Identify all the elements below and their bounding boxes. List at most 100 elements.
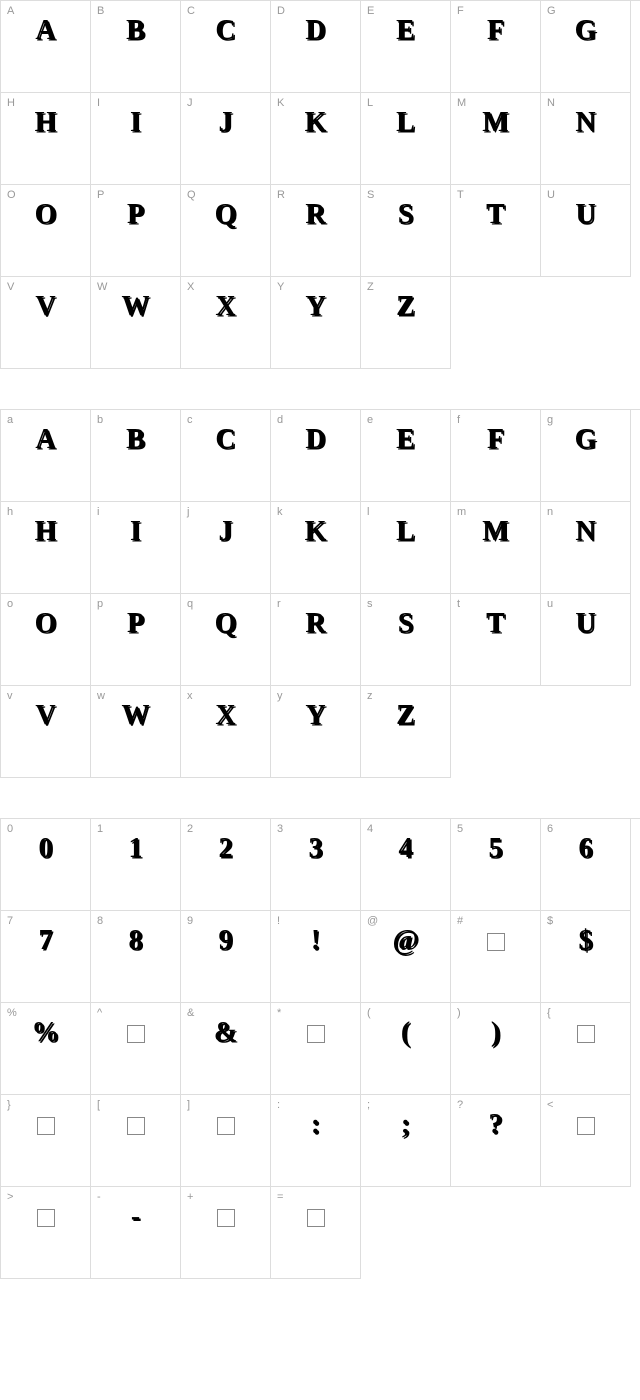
glyph-display: K xyxy=(305,107,327,139)
cell-label: U xyxy=(547,189,555,201)
glyph-display: I xyxy=(130,107,141,139)
glyph-cell: bB xyxy=(91,410,181,502)
glyph-cell: # xyxy=(451,911,541,1003)
cell-label: s xyxy=(367,598,373,610)
glyph-placeholder xyxy=(577,1025,595,1043)
glyph-display: E xyxy=(396,424,415,456)
cell-label: 6 xyxy=(547,823,553,835)
glyph-cell: 11 xyxy=(91,819,181,911)
glyph-cell: WW xyxy=(91,277,181,369)
cell-label: 4 xyxy=(367,823,373,835)
glyph-cell: OO xyxy=(1,185,91,277)
glyph-grid: AABBCCDDEEFFGGHHIIJJKKLLMMNNOOPPQQRRSSTT… xyxy=(0,0,640,369)
glyph-cell: * xyxy=(271,1003,361,1095)
glyph-display: Y xyxy=(305,700,325,732)
cell-label: 3 xyxy=(277,823,283,835)
glyph-cell: tT xyxy=(451,594,541,686)
cell-label: 1 xyxy=(97,823,103,835)
glyph-display: Q xyxy=(215,199,237,231)
glyph-cell: } xyxy=(1,1095,91,1187)
glyph-display: S xyxy=(398,199,414,231)
cell-label: q xyxy=(187,598,193,610)
cell-label: L xyxy=(367,97,373,109)
glyph-cell: NN xyxy=(541,93,631,185)
glyph-display: O xyxy=(35,199,57,231)
font-character-map: AABBCCDDEEFFGGHHIIJJKKLLMMNNOOPPQQRRSSTT… xyxy=(0,0,640,1279)
glyph-cell: fF xyxy=(451,410,541,502)
glyph-display: J xyxy=(219,107,233,139)
glyph-display: ( xyxy=(401,1017,410,1049)
glyph-cell: 55 xyxy=(451,819,541,911)
glyph-grid: aAbBcCdDeEfFgGhHiIjJkKlLmMnNoOpPqQrRsStT… xyxy=(0,409,640,778)
cell-label: S xyxy=(367,189,374,201)
cell-label: t xyxy=(457,598,460,610)
glyph-display: D xyxy=(305,15,325,47)
empty-cell xyxy=(451,686,541,778)
cell-label: w xyxy=(97,690,105,702)
cell-label: k xyxy=(277,506,283,518)
cell-label: [ xyxy=(97,1099,100,1111)
cell-label: D xyxy=(277,5,285,17)
glyph-cell: ] xyxy=(181,1095,271,1187)
cell-label: G xyxy=(547,5,556,17)
cell-label: I xyxy=(97,97,100,109)
cell-label: p xyxy=(97,598,103,610)
empty-cell xyxy=(541,686,631,778)
glyph-cell: 99 xyxy=(181,911,271,1003)
section-lowercase: aAbBcCdDeEfFgGhHiIjJkKlLmMnNoOpPqQrRsStT… xyxy=(0,409,640,778)
cell-label: A xyxy=(7,5,14,17)
glyph-display: C xyxy=(215,15,235,47)
glyph-cell: iI xyxy=(91,502,181,594)
glyph-cell: + xyxy=(181,1187,271,1279)
cell-label: B xyxy=(97,5,104,17)
glyph-cell: SS xyxy=(361,185,451,277)
glyph-cell: MM xyxy=(451,93,541,185)
glyph-cell: KK xyxy=(271,93,361,185)
glyph-display: F xyxy=(487,424,504,456)
glyph-display: T xyxy=(486,199,505,231)
cell-label: Z xyxy=(367,281,374,293)
glyph-placeholder xyxy=(577,1117,595,1135)
glyph-grid: 00112233445566778899!!@@#$$%%^&&*(()){}[… xyxy=(0,818,640,1279)
glyph-cell: ^ xyxy=(91,1003,181,1095)
glyph-display: S xyxy=(398,608,414,640)
cell-label: Y xyxy=(277,281,284,293)
cell-label: E xyxy=(367,5,374,17)
glyph-cell: zZ xyxy=(361,686,451,778)
glyph-display: W xyxy=(122,700,150,732)
glyph-cell: 00 xyxy=(1,819,91,911)
empty-cell xyxy=(541,277,631,369)
glyph-display: H xyxy=(35,516,57,548)
cell-label: X xyxy=(187,281,194,293)
glyph-cell: vV xyxy=(1,686,91,778)
glyph-cell: > xyxy=(1,1187,91,1279)
glyph-cell: PP xyxy=(91,185,181,277)
glyph-display: U xyxy=(575,199,595,231)
cell-label: d xyxy=(277,414,283,426)
glyph-cell: xX xyxy=(181,686,271,778)
glyph-cell: eE xyxy=(361,410,451,502)
glyph-display: B xyxy=(126,15,145,47)
cell-label: F xyxy=(457,5,464,17)
glyph-cell: QQ xyxy=(181,185,271,277)
glyph-display: W xyxy=(122,291,150,323)
glyph-cell: 88 xyxy=(91,911,181,1003)
glyph-cell: sS xyxy=(361,594,451,686)
cell-label: f xyxy=(457,414,460,426)
cell-label: T xyxy=(457,189,464,201)
cell-label: K xyxy=(277,97,284,109)
glyph-display: P xyxy=(127,608,144,640)
glyph-placeholder xyxy=(307,1209,325,1227)
glyph-placeholder xyxy=(307,1025,325,1043)
empty-cell xyxy=(361,1187,451,1279)
glyph-display: H xyxy=(35,107,57,139)
glyph-cell: wW xyxy=(91,686,181,778)
glyph-cell: nN xyxy=(541,502,631,594)
glyph-cell: < xyxy=(541,1095,631,1187)
cell-label: u xyxy=(547,598,553,610)
glyph-cell: cC xyxy=(181,410,271,502)
cell-label: 7 xyxy=(7,915,13,927)
cell-label: R xyxy=(277,189,285,201)
cell-label: a xyxy=(7,414,13,426)
cell-label: h xyxy=(7,506,13,518)
